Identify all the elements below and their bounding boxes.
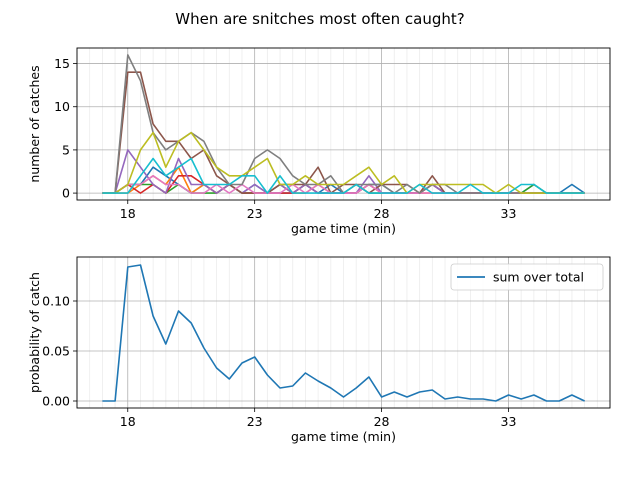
legend-label: sum over total bbox=[493, 270, 584, 285]
bottom-plot-area: 18 23 28 33 0.00 0.05 0.10 game time (min) proba… bbox=[27, 256, 611, 444]
bottom-x-tick-label: 23 bbox=[247, 414, 263, 429]
bottom-y-tick-label: 0.00 bbox=[42, 394, 70, 409]
top-y-axis-label: number of catches bbox=[27, 65, 42, 182]
bottom-y-axis-label: probability of catch bbox=[27, 272, 42, 393]
top-series-line-10 bbox=[102, 157, 585, 194]
bottom-x-axis-label: game time (min) bbox=[291, 429, 396, 444]
bottom-series-line-1 bbox=[102, 264, 585, 402]
top-x-tick-label: 33 bbox=[501, 206, 517, 221]
top-y-tick-label: 10 bbox=[54, 99, 70, 114]
top-y-tick-label: 0 bbox=[62, 186, 70, 201]
bottom-axes-frame bbox=[76, 256, 611, 409]
bottom-x-tick-label: 18 bbox=[120, 414, 136, 429]
top-y-tick-label: 5 bbox=[62, 142, 70, 157]
bottom-x-tick-label: 33 bbox=[501, 414, 517, 429]
top-axes-frame bbox=[76, 47, 611, 201]
top-series-line-9 bbox=[102, 131, 585, 194]
bottom-x-tick-label: 28 bbox=[374, 414, 390, 429]
top-y-tick-label: 15 bbox=[54, 56, 70, 71]
bottom-y-tick-label: 0.10 bbox=[42, 294, 70, 309]
chart-title: When are snitches most often caught? bbox=[175, 10, 464, 28]
bottom-y-tick-label: 0.05 bbox=[42, 344, 70, 359]
legend-box bbox=[450, 263, 604, 291]
top-x-tick-label: 18 bbox=[120, 206, 136, 221]
top-plot-area: 18 23 28 33 0 5 10 15 game time (min) number of c… bbox=[27, 47, 611, 236]
top-x-tick-label: 28 bbox=[374, 206, 390, 221]
top-x-tick-label: 23 bbox=[247, 206, 263, 221]
top-x-axis-label: game time (min) bbox=[291, 221, 396, 236]
